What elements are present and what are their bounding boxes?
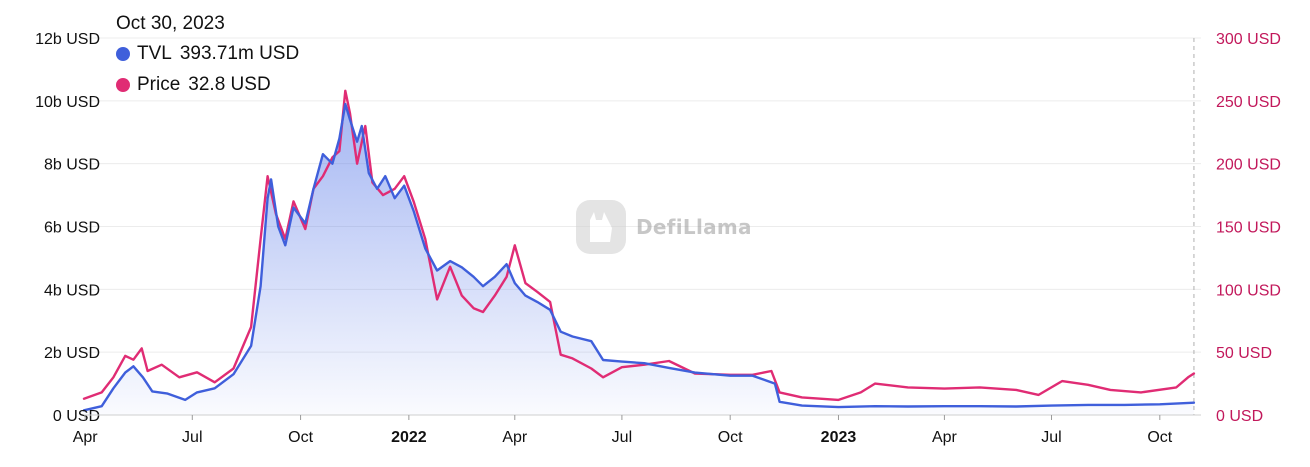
right-axis-tick-label: 0 USD [1216,408,1263,425]
left-axis-tick-label: 8b USD [44,157,100,174]
left-axis-tick-label: 2b USD [44,345,100,362]
right-axis-tick-label: 150 USD [1216,220,1281,237]
x-axis-tick-label: 2022 [391,429,427,446]
tvl-area-layer [84,104,1194,415]
left-axis-tick-label: 0 USD [53,408,100,425]
left-y-axis: 0 USD 2b USD 4b USD 6b USD 8b USD 10b USD 12b … [35,31,100,425]
x-axis-tick-label: Apr [932,429,958,446]
right-axis-tick-label: 100 USD [1216,282,1281,299]
tooltip-tvl-label: TVL [137,42,172,64]
left-axis-tick-label: 6b USD [44,220,100,237]
chart-tooltip: Oct 30, 2023 TVL 393.71m USD Price 32.8 … [116,12,299,100]
x-axis-tick-label: Jul [1041,429,1061,446]
price-legend-dot [116,77,130,92]
left-axis-tick-label: 10b USD [35,94,100,111]
right-axis-tick-label: 200 USD [1216,157,1281,174]
x-axis-tick-label: Jul [612,429,632,446]
tooltip-price-row: Price 32.8 USD [116,69,299,100]
llama-logo-icon [576,200,626,254]
tooltip-price-label: Price [137,73,181,95]
tvl-area [84,104,1194,415]
tvl-line [82,102,1196,412]
x-axis-tick-label: 2023 [821,429,857,446]
tooltip-tvl-value: 393.71m USD [179,42,300,64]
right-axis-tick-label: 300 USD [1216,31,1281,48]
x-axis-tick-label: Oct [288,429,313,446]
series-lines [82,89,1196,412]
x-axis-tick-label: Apr [73,429,99,446]
right-axis-tick-label: 250 USD [1216,94,1281,111]
price-line [82,89,1196,402]
x-axis: Apr Jul Oct 2022 Apr Jul Oct 2023 Apr Jul Oct [73,414,1201,446]
watermark-text: DefiLlama [636,215,752,239]
left-axis-tick-label: 4b USD [44,282,100,299]
defillama-watermark: DefiLlama [574,198,752,256]
tooltip-date: Oct 30, 2023 [116,13,225,34]
tooltip-price-value: 32.8 USD [188,73,271,95]
x-axis-tick-label: Apr [502,429,528,446]
x-axis-tick-label: Oct [1147,429,1172,446]
tvl-legend-dot [116,46,130,61]
right-axis-tick-label: 50 USD [1216,345,1272,362]
x-axis-tick-label: Jul [182,429,202,446]
right-y-axis: 0 USD 50 USD 100 USD 150 USD 200 USD 250 USD 3… [1216,31,1281,425]
left-axis-tick-label: 12b USD [35,31,100,48]
x-axis-tick-label: Oct [718,429,743,446]
tooltip-tvl-row: TVL 393.71m USD [116,38,299,69]
